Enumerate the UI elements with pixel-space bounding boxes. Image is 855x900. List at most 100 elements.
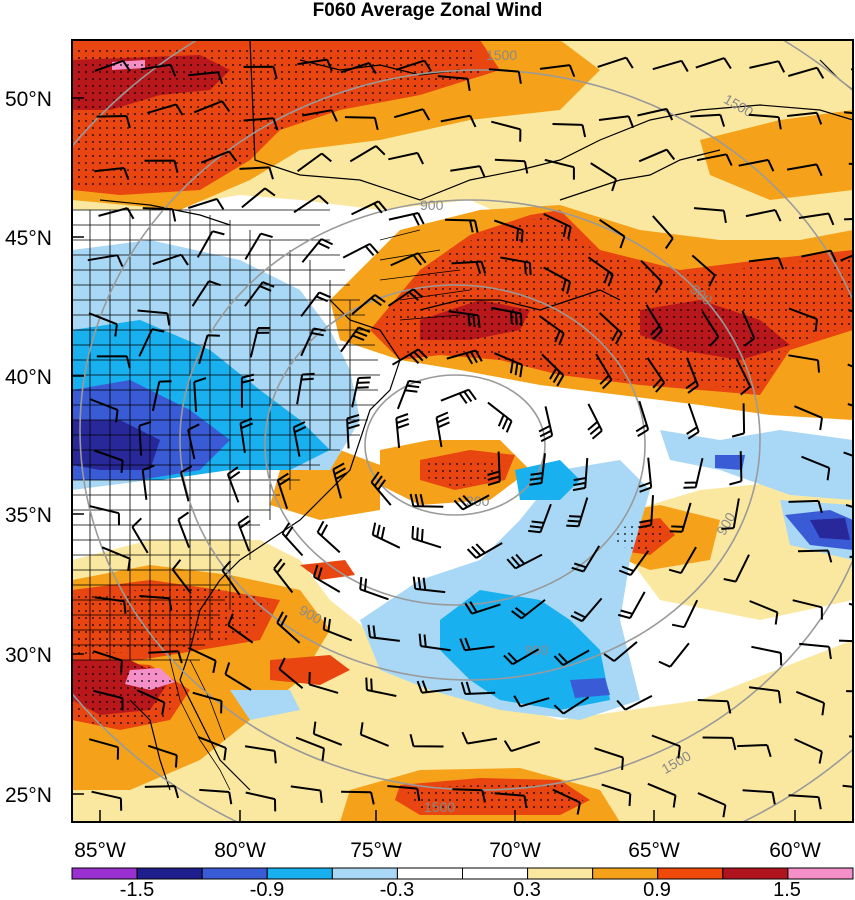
colorbar-swatch [201,867,268,880]
wind-barb [312,564,341,593]
wind-barb [349,145,386,163]
wind-barb [92,650,123,673]
wind-barb [618,550,650,577]
wind-barb [637,107,674,121]
wind-barb [459,637,495,652]
wind-barb [788,354,820,373]
wind-barb [652,215,674,250]
colorbar-swatch [722,867,789,880]
wind-barbs [87,56,853,818]
wind-barb [290,785,323,803]
wind-barb [671,599,699,629]
wind-barb [601,783,632,807]
wind-barb [131,517,149,554]
wind-barb [738,158,775,172]
wind-barb [300,291,332,317]
wind-barb [390,252,427,267]
colorbar [71,867,854,880]
colorbar-label: -1.5 [120,879,154,900]
wind-barb [187,197,225,210]
wind-barb [196,230,225,258]
wind-barb [788,66,825,79]
wind-barb [243,65,278,79]
wind-barb [101,546,131,572]
wind-barb [227,613,254,644]
wind-barb [142,207,177,222]
wind-barb [226,466,241,503]
dark-blue-region [810,518,850,540]
wind-barb [598,115,635,129]
wind-barb [144,785,180,799]
wind-barb [494,792,528,809]
longitude-labels: 85°W 80°W 75°W 70°W 65°W 60°W [74,839,821,862]
wind-barb [491,306,523,326]
wind-barb [94,449,124,473]
wind-barb [98,207,135,220]
wind-barb [440,388,477,404]
wind-barb [553,649,590,666]
wind-barb [494,158,529,174]
wind-barb [506,553,543,570]
wind-barb [603,641,638,662]
wind-barb [511,599,546,620]
wind-barb [88,738,120,760]
wind-barb [792,599,823,620]
wind-barb [635,400,650,437]
wind-barb [503,740,541,753]
wind-barb [842,784,853,788]
wind-barb [340,326,371,353]
wind-barb [788,794,822,810]
wind-barb [491,120,522,142]
colorbar-label: 0.9 [643,879,671,900]
colorbar-swatch [462,867,529,880]
wind-barb [188,646,217,673]
wind-barb [801,249,838,263]
wind-barb [301,238,334,263]
wind-barb [359,576,389,601]
wind-barb [590,162,617,192]
wind-barb [683,457,704,489]
wind-barb [616,695,653,711]
wind-barb [544,158,575,180]
wind-barb [448,310,481,328]
wind-barb [697,699,732,714]
wind-barb [412,576,446,594]
wind-barb [669,502,692,533]
wind-barb [638,148,676,163]
wind-barb [94,59,131,72]
wind-barb [308,671,339,694]
wind-barb [179,465,193,502]
wind-barb [387,785,421,801]
coastlines [99,40,853,791]
wind-barb [370,471,392,506]
wind-barb [691,254,716,287]
wind-barb [388,151,424,165]
wind-barb [273,558,294,594]
wind-barb [541,353,565,387]
wind-barb [276,472,291,510]
wind-barb [152,253,189,266]
wind-barb [450,165,486,178]
wind-barb [651,734,681,759]
blue-region [515,460,580,500]
mid-blue-region [570,678,610,698]
wind-barb [241,187,276,209]
wind-barb [93,689,124,711]
wind-barb [702,736,737,751]
wind-barb [435,411,450,448]
wind-barb [193,377,207,412]
wind-barb [795,690,826,716]
wind-barb [460,681,496,695]
wind-barb [240,373,255,408]
stippling [72,45,853,812]
wind-barb [239,166,274,180]
wind-barb [302,109,338,122]
wind-barb [281,522,304,557]
wind-barb [668,546,697,575]
wind-barb [566,497,589,528]
wind-barb [794,405,823,431]
wind-barb [645,304,663,340]
colorbar-labels: -1.5 -0.9 -0.3 0.3 0.9 1.5 [120,879,801,900]
wind-barb [191,280,221,307]
